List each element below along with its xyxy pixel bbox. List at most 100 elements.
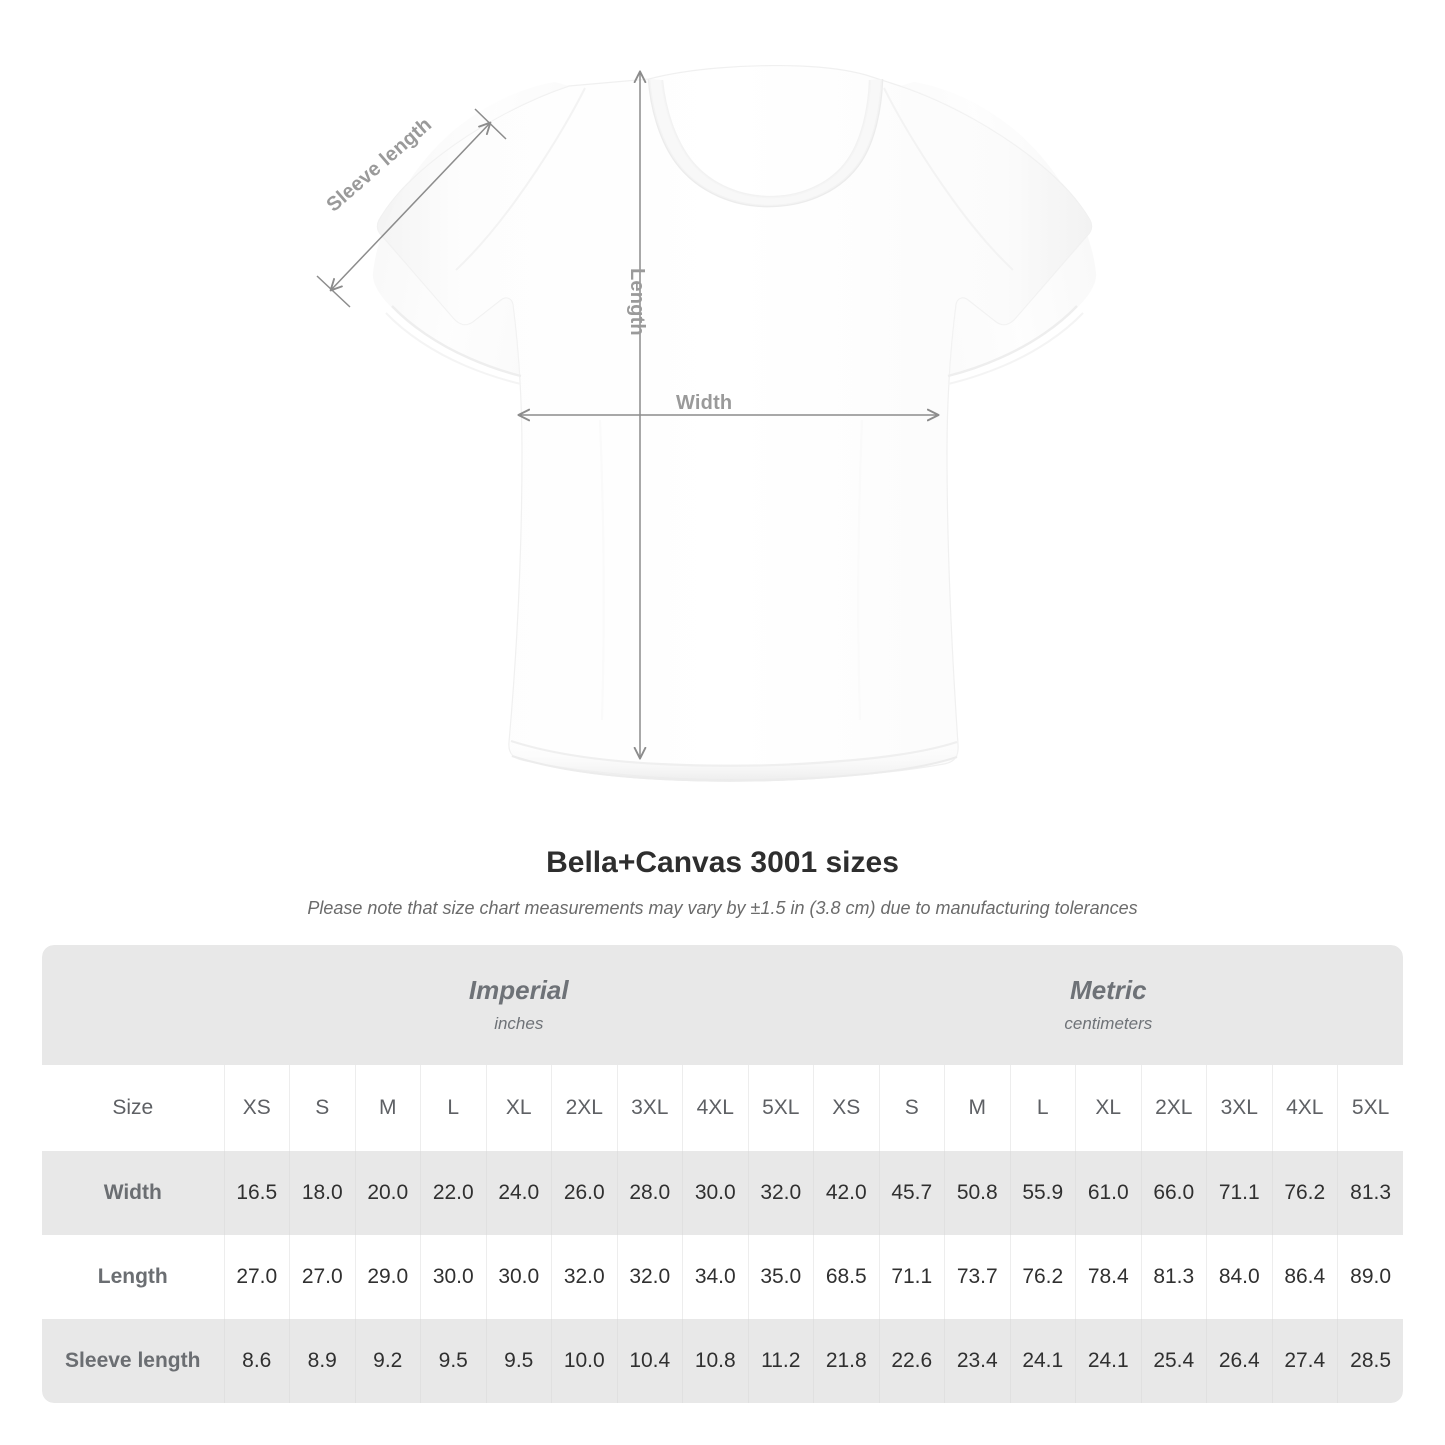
measurement-cell: 27.0 [223, 1235, 290, 1319]
size-column-header: S [878, 1065, 945, 1151]
measurement-cell: 24.0 [485, 1151, 552, 1235]
unit-spacer-cell [42, 945, 224, 1065]
measurement-cell: 10.4 [616, 1319, 683, 1403]
measurement-row-label: Width [42, 1151, 224, 1235]
length-label: Length [626, 268, 648, 336]
measurement-cell: 28.5 [1337, 1319, 1404, 1403]
size-column-header: 5XL [747, 1065, 814, 1151]
unit-header-row: Imperial inches Metric centimeters [42, 945, 1404, 1065]
page-title: Bella+Canvas 3001 sizes [546, 846, 899, 879]
measurement-cell: 86.4 [1271, 1235, 1338, 1319]
metric-unit-cell: Metric centimeters [813, 945, 1404, 1065]
metric-sub-label: centimeters [1064, 1013, 1153, 1033]
measurement-cell: 24.1 [1009, 1319, 1076, 1403]
dimension-arrows [316, 72, 938, 758]
measurement-cell: 81.3 [1140, 1235, 1207, 1319]
tshirt-illustration [316, 65, 1097, 782]
measurement-cell: 61.0 [1075, 1151, 1142, 1235]
table-row: Length 27.0 27.0 29.0 30.0 30.0 32.0 32.0 34.0 35… [42, 1235, 1404, 1319]
measurement-cell: 28.0 [616, 1151, 683, 1235]
measurement-cell: 42.0 [813, 1151, 880, 1235]
size-column-header: 2XL [1140, 1065, 1207, 1151]
measurement-cell: 89.0 [1337, 1235, 1404, 1319]
size-column-header: M [944, 1065, 1011, 1151]
measurement-cell: 32.0 [616, 1235, 683, 1319]
measurement-cell: 16.5 [223, 1151, 290, 1235]
measurement-cell: 10.8 [682, 1319, 748, 1403]
measurement-cell: 20.0 [354, 1151, 421, 1235]
measurement-cell: 76.2 [1009, 1235, 1076, 1319]
measurement-cell: 22.0 [420, 1151, 486, 1235]
measurement-cell: 25.4 [1140, 1319, 1207, 1403]
size-header-row: Size XS S M L XL 2XL 3XL 4XL 5XL XS S M L XL 2XL 3XL 4XL… [42, 1065, 1404, 1151]
size-column-header: 4XL [682, 1065, 748, 1151]
size-column-header: L [420, 1065, 486, 1151]
measurement-cell: 10.0 [551, 1319, 617, 1403]
measurement-cell: 78.4 [1075, 1235, 1142, 1319]
imperial-unit-cell: Imperial inches [224, 945, 814, 1065]
measurement-cell: 32.0 [747, 1151, 814, 1235]
size-column-header: XS [223, 1065, 290, 1151]
measurement-cell: 9.5 [420, 1319, 486, 1403]
measurement-cell: 50.8 [944, 1151, 1011, 1235]
table-row: Width 16.5 18.0 20.0 22.0 24.0 26.0 28.0 30.0 32.… [42, 1151, 1404, 1235]
measurement-cell: 23.4 [944, 1319, 1011, 1403]
size-column-header: 3XL [616, 1065, 683, 1151]
measurement-cell: 9.2 [354, 1319, 421, 1403]
measurement-cell: 24.1 [1075, 1319, 1142, 1403]
measurement-cell: 35.0 [747, 1235, 814, 1319]
measurement-cell: 30.0 [420, 1235, 486, 1319]
size-column-header: XL [485, 1065, 552, 1151]
measurement-cell: 81.3 [1337, 1151, 1404, 1235]
size-column-header: L [1009, 1065, 1076, 1151]
size-column-header: 4XL [1271, 1065, 1338, 1151]
tolerance-note: Please note that size chart measurements… [307, 898, 1138, 918]
measurement-cell: 8.6 [223, 1319, 290, 1403]
sleeve-cap-lower [316, 275, 351, 308]
measurement-cell: 27.0 [289, 1235, 355, 1319]
size-column-header: 3XL [1206, 1065, 1273, 1151]
tshirt-measurement-diagram: Sleeve length Length Width [316, 65, 1097, 782]
measurement-cell: 30.0 [485, 1235, 552, 1319]
measurement-cell: 84.0 [1206, 1235, 1273, 1319]
measurement-cell: 76.2 [1271, 1151, 1338, 1235]
metric-label: Metric [1070, 975, 1147, 1006]
measurement-cell: 45.7 [878, 1151, 945, 1235]
width-label: Width [676, 392, 733, 414]
size-column-header: 5XL [1337, 1065, 1404, 1151]
measurement-cell: 26.4 [1206, 1319, 1273, 1403]
size-column-header: 2XL [551, 1065, 617, 1151]
measurement-cell: 73.7 [944, 1235, 1011, 1319]
measurement-row-label: Sleeve length [42, 1319, 224, 1403]
measurement-cell: 30.0 [682, 1151, 748, 1235]
measurement-cell: 66.0 [1140, 1151, 1207, 1235]
measurement-cell: 71.1 [878, 1235, 945, 1319]
chart-heading: Bella+Canvas 3001 sizes Please note that… [0, 845, 1445, 920]
size-column-header: XS [813, 1065, 880, 1151]
measurement-cell: 27.4 [1271, 1319, 1338, 1403]
tshirt-body-shape [372, 65, 1097, 782]
imperial-sub-label: inches [494, 1013, 544, 1033]
measurement-row-label: Length [42, 1235, 224, 1319]
measurement-cell: 55.9 [1009, 1151, 1076, 1235]
size-column-header: M [354, 1065, 421, 1151]
imperial-label: Imperial [468, 975, 569, 1006]
size-row-label: Size [42, 1065, 224, 1151]
measurement-cell: 34.0 [682, 1235, 748, 1319]
measurement-cell: 22.6 [878, 1319, 945, 1403]
size-column-header: XL [1075, 1065, 1142, 1151]
size-chart-table: Imperial inches Metric centimeters Size … [42, 945, 1404, 1403]
measurement-cell: 21.8 [813, 1319, 880, 1403]
sleeve-length-arrow [331, 123, 490, 290]
measurement-cell: 18.0 [289, 1151, 355, 1235]
measurement-cell: 9.5 [485, 1319, 552, 1403]
measurement-cell: 29.0 [354, 1235, 421, 1319]
size-table-container: Imperial inches Metric centimeters Size … [42, 945, 1404, 1403]
sleeve-cap-upper [474, 108, 507, 140]
measurement-cell: 68.5 [813, 1235, 880, 1319]
size-column-header: S [289, 1065, 355, 1151]
table-row: Sleeve length 8.6 8.9 9.2 9.5 9.5 10.0 10.4 10.8… [42, 1319, 1404, 1403]
measurement-cell: 71.1 [1206, 1151, 1273, 1235]
measurement-cell: 32.0 [551, 1235, 617, 1319]
